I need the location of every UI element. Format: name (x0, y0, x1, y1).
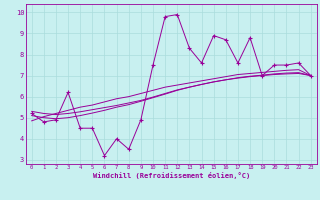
X-axis label: Windchill (Refroidissement éolien,°C): Windchill (Refroidissement éolien,°C) (92, 172, 250, 179)
